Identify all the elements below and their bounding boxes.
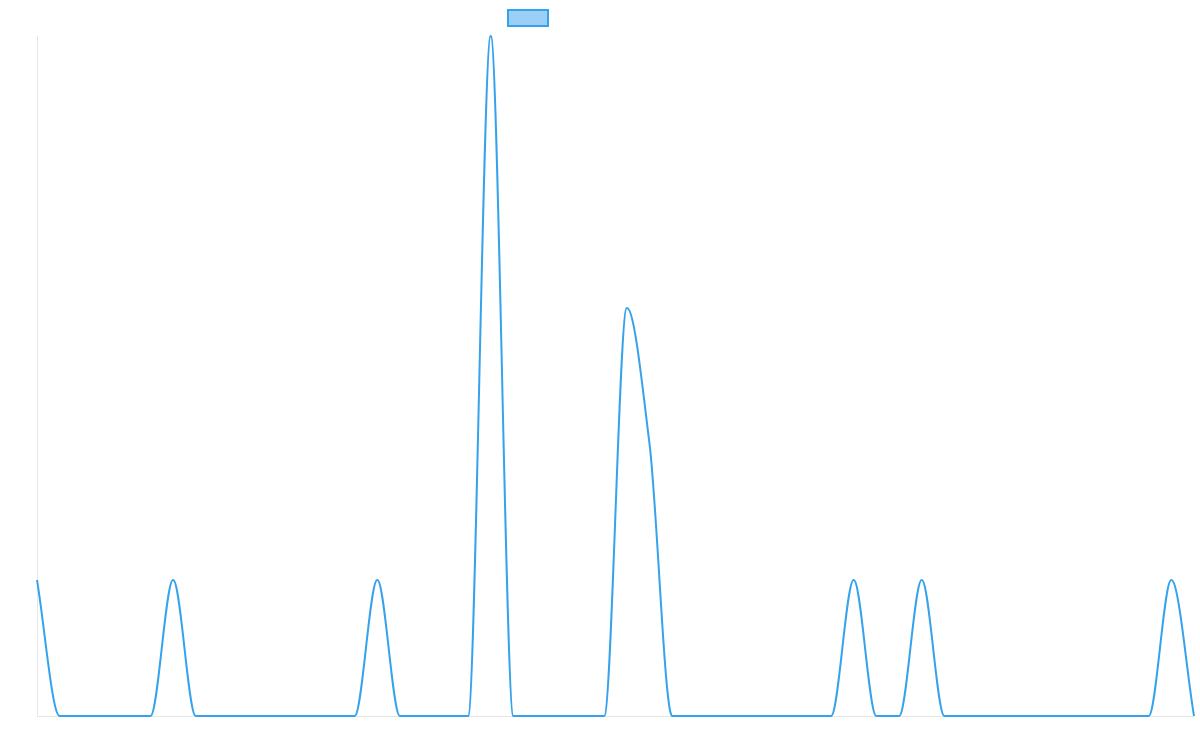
series-line-0 xyxy=(36,35,1195,717)
legend-swatch[interactable] xyxy=(507,9,549,27)
series-layer xyxy=(36,35,1195,717)
legend[interactable] xyxy=(507,9,549,27)
